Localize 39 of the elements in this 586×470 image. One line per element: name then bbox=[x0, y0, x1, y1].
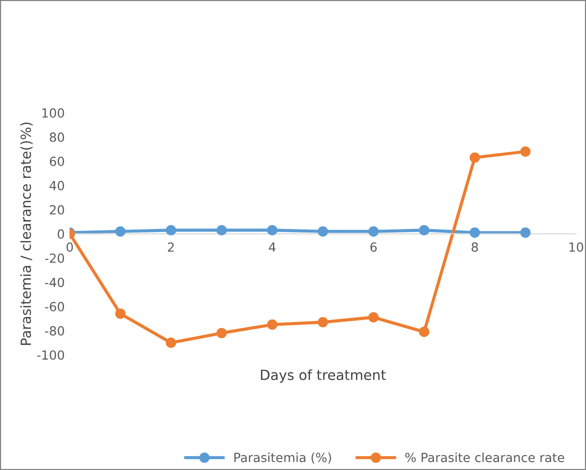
x-tick-label: 0 bbox=[66, 242, 73, 252]
y-tick-label: 100 bbox=[42, 108, 64, 118]
point bbox=[368, 312, 379, 323]
point bbox=[267, 319, 278, 330]
x-tick-label: 10 bbox=[569, 242, 584, 252]
y-tick-label: 20 bbox=[50, 205, 64, 215]
x-tick-label: 2 bbox=[168, 242, 174, 252]
legend-label: % Parasite clearance rate bbox=[405, 452, 564, 462]
point bbox=[418, 224, 430, 236]
point bbox=[520, 227, 531, 238]
point bbox=[470, 227, 480, 238]
x-tick-label: 8 bbox=[472, 242, 478, 252]
point bbox=[470, 152, 480, 163]
point bbox=[166, 338, 176, 348]
x-axis-title: Days of treatment bbox=[260, 369, 386, 383]
y-tick-label: 60 bbox=[50, 156, 64, 166]
point bbox=[520, 146, 531, 157]
y-tick-label: -40 bbox=[45, 278, 64, 288]
point bbox=[318, 226, 328, 237]
y-tick-label: -80 bbox=[45, 326, 64, 336]
y-tick-label: -60 bbox=[45, 302, 64, 312]
legend-label: Parasitemia (%) bbox=[234, 452, 332, 464]
y-tick-label: -20 bbox=[45, 254, 64, 263]
point bbox=[216, 224, 227, 236]
x-tick-label: 6 bbox=[370, 242, 377, 252]
point bbox=[115, 226, 126, 237]
y-tick-label: 0 bbox=[58, 229, 64, 239]
y-tick-label: -100 bbox=[37, 350, 64, 360]
point bbox=[368, 226, 379, 237]
y-tick-label: 40 bbox=[50, 180, 64, 190]
y-tick-label: 80 bbox=[50, 132, 64, 142]
point bbox=[166, 224, 176, 236]
y-axis-title: Parasitemia / clearance rate()%) bbox=[20, 122, 33, 345]
point bbox=[115, 308, 126, 319]
x-tick-label: 4 bbox=[268, 242, 276, 252]
point bbox=[418, 326, 430, 338]
point bbox=[318, 316, 328, 328]
point bbox=[267, 224, 278, 236]
point bbox=[216, 328, 227, 338]
